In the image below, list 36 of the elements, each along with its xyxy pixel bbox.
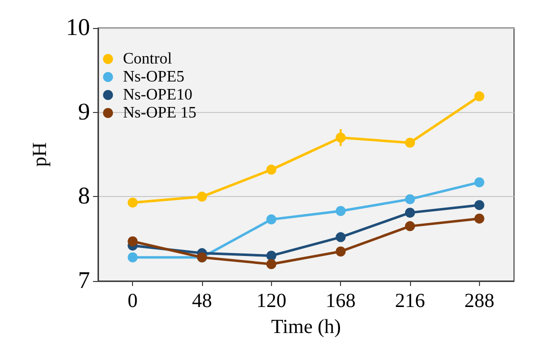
point bbox=[474, 200, 484, 210]
y-tick-label: 10 bbox=[66, 15, 90, 41]
x-tick-label: 168 bbox=[326, 290, 356, 312]
x-tick-label: 288 bbox=[464, 290, 494, 312]
y-tick-label: 9 bbox=[78, 99, 90, 126]
point bbox=[405, 208, 415, 218]
x-tick-label: 120 bbox=[256, 290, 286, 312]
point bbox=[197, 192, 207, 202]
legend-label: Control bbox=[123, 50, 172, 68]
point bbox=[128, 198, 138, 208]
point bbox=[128, 236, 138, 246]
x-tick-label: 48 bbox=[192, 290, 212, 312]
point bbox=[336, 206, 346, 216]
legend-label: Ns-OPE 15 bbox=[123, 104, 196, 122]
point bbox=[336, 132, 346, 143]
legend-label: Ns-OPE5 bbox=[123, 68, 184, 86]
point bbox=[405, 221, 415, 232]
y-tick-label: 8 bbox=[78, 184, 90, 210]
point bbox=[405, 194, 415, 204]
point bbox=[474, 177, 484, 188]
x-axis-title: Time (h) bbox=[271, 316, 341, 338]
x-tick-label: 0 bbox=[128, 290, 138, 312]
x-tick-label: 216 bbox=[395, 290, 425, 312]
point bbox=[336, 246, 346, 256]
y-tick-label: 7 bbox=[78, 268, 90, 294]
point bbox=[405, 138, 415, 148]
point bbox=[266, 164, 276, 175]
point bbox=[266, 214, 276, 224]
point bbox=[266, 250, 276, 261]
legend-label: Ns-OPE10 bbox=[123, 86, 192, 104]
point bbox=[266, 259, 276, 270]
y-axis-title: pH bbox=[29, 142, 51, 167]
point bbox=[474, 214, 484, 224]
point bbox=[128, 252, 138, 262]
point bbox=[474, 91, 484, 102]
point bbox=[336, 232, 346, 242]
